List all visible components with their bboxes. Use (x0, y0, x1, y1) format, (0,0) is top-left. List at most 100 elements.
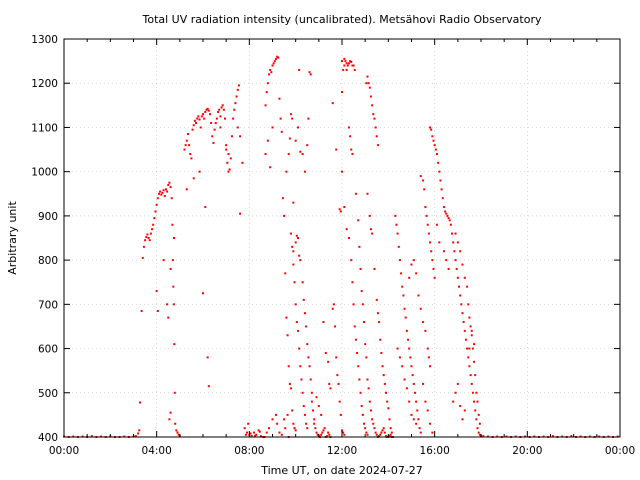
data-point (378, 435, 381, 438)
data-point (449, 223, 452, 226)
data-point (474, 374, 477, 377)
data-point (371, 232, 374, 235)
data-point (469, 325, 472, 328)
x-axis-label: Time UT, on date 2024-07-27 (260, 464, 423, 477)
data-point (299, 365, 302, 368)
data-point (215, 117, 218, 120)
data-point (202, 113, 204, 116)
data-point (402, 294, 405, 297)
data-point (90, 435, 93, 438)
data-point (284, 272, 287, 275)
data-point (188, 144, 191, 147)
data-point (410, 263, 413, 266)
data-point (294, 241, 297, 244)
data-point (198, 170, 201, 173)
data-point (249, 432, 252, 435)
data-point (477, 431, 480, 434)
data-point (473, 400, 476, 403)
data-point (365, 356, 368, 359)
data-point (203, 117, 206, 120)
data-point (410, 413, 413, 416)
data-point (397, 245, 400, 248)
data-point (426, 347, 429, 350)
data-point (368, 214, 371, 217)
data-point (453, 250, 456, 253)
data-point (154, 210, 157, 213)
data-point (247, 422, 250, 425)
data-point (363, 321, 366, 324)
data-point (412, 382, 415, 385)
data-point (298, 254, 301, 257)
data-point (437, 161, 440, 164)
data-point (374, 126, 377, 129)
data-point (229, 157, 232, 160)
data-point (365, 82, 368, 85)
data-point (323, 427, 326, 430)
data-point (227, 152, 230, 155)
data-point (288, 137, 291, 140)
data-point (184, 144, 187, 147)
data-point (156, 309, 159, 312)
data-point (379, 433, 382, 436)
data-point (441, 197, 444, 200)
data-point (191, 128, 194, 131)
data-point (328, 382, 331, 385)
data-point (476, 400, 479, 403)
data-point (276, 422, 279, 425)
data-point (551, 435, 554, 438)
data-point (418, 427, 421, 430)
data-point (426, 223, 429, 226)
data-point (432, 139, 435, 142)
data-point (149, 232, 152, 235)
data-point (193, 119, 196, 122)
data-point (220, 106, 223, 109)
y-tick-label: 1300 (31, 34, 58, 46)
data-point (294, 429, 297, 432)
data-point (291, 117, 294, 120)
data-point (255, 433, 258, 436)
data-point (157, 192, 160, 195)
data-point (134, 435, 137, 438)
data-point (341, 170, 343, 173)
data-point (376, 312, 379, 315)
data-point (287, 152, 290, 155)
data-point (410, 365, 413, 368)
data-point (306, 427, 309, 430)
data-point (173, 237, 176, 239)
data-point (364, 343, 367, 346)
data-point (296, 329, 299, 332)
data-point (294, 139, 297, 142)
data-point (350, 259, 353, 262)
data-point (343, 433, 346, 436)
data-point (338, 208, 341, 211)
data-point (296, 237, 299, 239)
data-point (306, 343, 309, 346)
data-point (358, 245, 361, 248)
data-point (361, 413, 364, 416)
data-point (369, 409, 372, 412)
data-point (175, 429, 178, 432)
data-point (468, 365, 471, 368)
data-point (404, 316, 407, 319)
data-point (341, 429, 343, 432)
data-point (373, 117, 376, 120)
data-point (408, 276, 411, 279)
data-point (345, 228, 348, 231)
data-point (174, 422, 177, 425)
data-point (338, 400, 341, 403)
data-point (148, 239, 151, 242)
x-tick-label: 00:00 (605, 445, 635, 457)
data-point (171, 223, 174, 226)
data-point (398, 259, 401, 262)
data-point (144, 239, 147, 242)
data-point (290, 387, 293, 390)
data-point (270, 71, 273, 74)
data-point (343, 206, 346, 209)
data-point (309, 378, 312, 381)
y-tick-label: 600 (38, 344, 58, 356)
data-point (177, 433, 180, 436)
data-point (163, 194, 166, 197)
data-point (197, 115, 200, 118)
data-point (385, 435, 388, 438)
data-point (239, 212, 242, 215)
